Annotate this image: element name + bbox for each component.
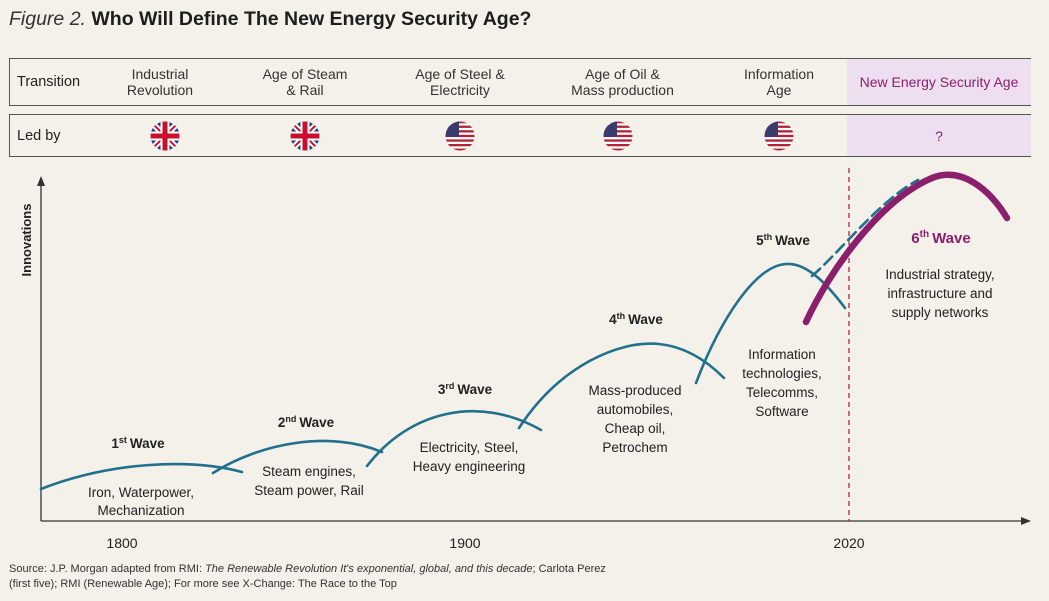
wave-1-desc-line: Iron, Waterpower, [88,485,194,500]
wave-4-suffix: th [617,311,626,321]
wave-3-title: 3rd Wave [438,381,493,397]
wave-5-desc-line: Software [755,404,808,419]
wave-3-suffix: rd [445,381,454,391]
wave-2-ordinal: 2 [278,415,286,430]
x-tick-1900: 1900 [449,535,480,551]
wave-4-desc-line: Mass-produced [588,383,681,398]
wave-6-desc-line: Industrial strategy, [885,267,994,282]
wave-6-title: 6th Wave [911,229,970,247]
wave-6-desc-line: supply networks [892,305,989,320]
wave-6-ordinal: 6 [911,230,919,247]
x-axis-arrow [1021,517,1031,525]
wave-4-word: Wave [628,312,663,327]
wave-2-desc-line: Steam engines, [262,464,356,479]
x-tick-1800: 1800 [106,535,137,551]
wave-3-word: Wave [457,382,492,397]
wave-2-desc-line: Steam power, Rail [254,483,364,498]
wave-4-title: 4th Wave [609,311,663,327]
wave-2-title: 2nd Wave [278,414,335,430]
wave-3-desc-line: Heavy engineering [413,459,526,474]
wave-5-word: Wave [775,233,810,248]
wave-6-desc-line: infrastructure and [887,286,992,301]
wave-4-desc-line: automobiles, [597,402,674,417]
x-tick-2020: 2020 [833,535,864,551]
wave-6-word: Wave [932,230,971,247]
source-prefix: Source: J.P. Morgan adapted from RMI: [9,563,205,575]
wave-1-desc-line: Mechanization [97,503,184,518]
wave-5-desc-line: Information [748,347,816,362]
wave-4-desc-line: Cheap oil, [605,421,666,436]
source-footnote: Source: J.P. Morgan adapted from RMI: Th… [9,562,629,592]
wave-5-suffix: th [764,232,773,242]
wave-1-title: 1st Wave [111,435,165,451]
wave-6-suffix: th [920,229,929,240]
wave-2-suffix: nd [285,414,296,424]
wave-1-suffix: st [119,435,127,445]
wave-5-desc-line: Telecomms, [746,385,818,400]
source-title: The Renewable Revolution It's exponentia… [205,563,532,575]
wave-3-desc-line: Electricity, Steel, [420,440,519,455]
y-axis-label: Innovations [19,204,34,277]
innovation-waves-chart: Innovations 1800 1900 2020 1st Wave 2nd Wa… [0,0,1049,601]
wave-4-desc-line: Petrochem [602,440,667,455]
wave-1-word: Wave [130,436,165,451]
y-axis-arrow [37,176,45,186]
wave-3-curve [367,411,541,466]
wave-5-desc-line: technologies, [742,366,822,381]
wave-5-title: 5th Wave [756,232,810,248]
wave-2-word: Wave [299,415,334,430]
